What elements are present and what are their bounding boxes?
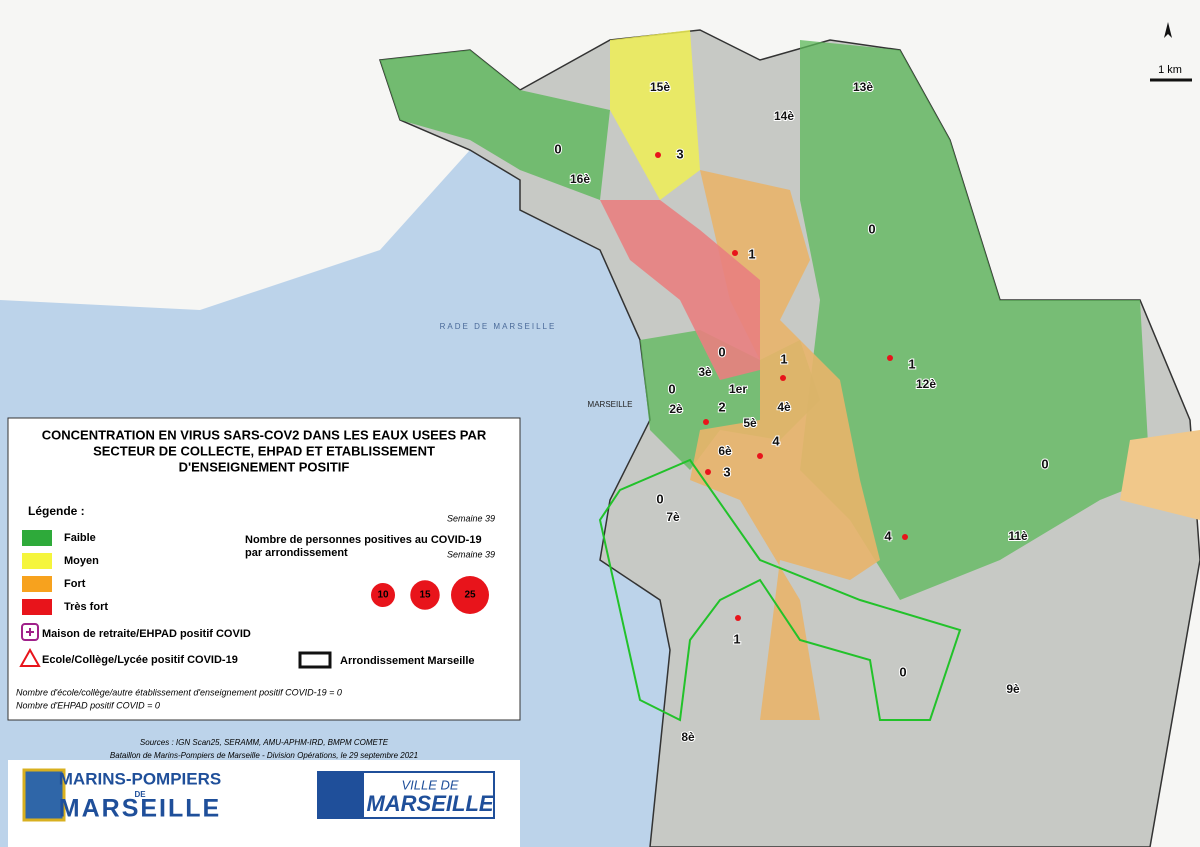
- case-count: 1: [733, 631, 740, 646]
- arrondissement-labels: 15è 14è 13è 16è 3è 2è 1er 4è 5è 6è 7è 12…: [569, 79, 1029, 745]
- case-count: 4: [884, 528, 892, 543]
- week-label: Semaine 39: [447, 513, 495, 523]
- legend-panel: [7, 417, 521, 721]
- case-count: 1: [748, 246, 755, 261]
- case-count: 0: [656, 491, 663, 506]
- case-count: 0: [668, 381, 675, 396]
- case-dot: [703, 419, 709, 425]
- case-count: 0: [899, 664, 906, 679]
- size-label: 15: [419, 590, 431, 601]
- ehpad-icon: [26, 628, 34, 636]
- case-count: 3: [723, 464, 730, 479]
- arr-label: 5è: [743, 416, 757, 430]
- arr-label: 13è: [853, 80, 873, 94]
- case-dot: [780, 375, 786, 381]
- scale-label: 1 km: [1158, 64, 1182, 76]
- legend-label: Très fort: [64, 601, 108, 613]
- size-label: 10: [377, 590, 389, 601]
- north-arrow: [1164, 22, 1172, 38]
- arr-label: 2è: [669, 402, 683, 416]
- legend-label: Moyen: [64, 555, 99, 567]
- ville-logo-mark: [318, 772, 364, 818]
- legend-levels: Faible Moyen Fort Très fort: [22, 530, 108, 615]
- legend-swatch: [22, 599, 52, 615]
- arr-label: 8è: [681, 730, 695, 744]
- legend-swatch: [22, 553, 52, 569]
- logo-text: MARSEILLE: [366, 791, 494, 816]
- logo-text: VILLE DE: [401, 777, 458, 792]
- legend-item: Maison de retraite/EHPAD positif COVID: [42, 628, 251, 640]
- pompiers-crest: [22, 768, 66, 822]
- legend-swatch: [22, 576, 52, 592]
- legend-swatch: [22, 530, 52, 546]
- arr-label: 4è: [777, 400, 791, 414]
- arr-label: 12è: [916, 377, 936, 391]
- case-dot: [902, 534, 908, 540]
- size-bubble: [451, 576, 489, 614]
- case-dot: [732, 250, 738, 256]
- zone-tres-fort: [600, 200, 760, 380]
- arr-label: 6è: [718, 444, 732, 458]
- title: CONCENTRATION EN VIRUS SARS-COV2 DANS LE…: [42, 427, 487, 474]
- case-dot: [705, 469, 711, 475]
- cases-title: par arrondissement: [245, 547, 348, 559]
- case-count: 0: [868, 221, 875, 236]
- size-bubble: [410, 580, 440, 610]
- case-counts: 3 0 1 0 0 1 1 0 2 4 3 0 0 4 1 0: [553, 140, 1049, 680]
- source: Bataillon de Marins-Pompiers de Marseill…: [110, 751, 418, 760]
- cases-title: Nombre de personnes positives au COVID-1…: [245, 534, 482, 546]
- zone-faible: [380, 50, 610, 200]
- arr-label: 14è: [774, 109, 794, 123]
- legend-item: Ecole/Collège/Lycée positif COVID-19: [42, 654, 238, 666]
- arr-label: 11è: [1008, 529, 1028, 543]
- legend-label: Fort: [64, 578, 86, 590]
- boundary-icon: [298, 651, 332, 669]
- legend-label: Faible: [64, 532, 96, 544]
- arr-label: 15è: [650, 80, 670, 94]
- case-count: 1: [908, 356, 915, 371]
- case-count: 1: [780, 351, 787, 366]
- legend-heading: Légende :: [28, 504, 85, 518]
- case-dots: [655, 152, 908, 621]
- zone-faible: [800, 40, 1150, 600]
- title-line: CONCENTRATION EN VIRUS SARS-COV2 DANS LE…: [42, 427, 487, 442]
- title-line: SECTEUR DE COLLECTE, EHPAD ET ETABLISSEM…: [93, 443, 435, 458]
- arr-label: 16è: [570, 172, 590, 186]
- title-line: D'ENSEIGNEMENT POSITIF: [179, 459, 350, 474]
- case-dot: [757, 453, 763, 459]
- school-icon: [19, 647, 41, 667]
- case-count: 0: [554, 141, 561, 156]
- legend-item: Arrondissement Marseille: [340, 655, 475, 667]
- zone-moyen: [610, 30, 700, 200]
- logo-text: MARINS-POMPIERS: [59, 769, 221, 788]
- logo-text: MARSEILLE: [59, 795, 221, 823]
- place-label: MARSEILLE: [588, 400, 633, 409]
- arr-label: 3è: [698, 365, 712, 379]
- case-count: 3: [676, 146, 683, 161]
- case-dot: [655, 152, 661, 158]
- case-count: 2: [718, 399, 725, 414]
- source: Sources : IGN Scan25, SERAMM, AMU-APHM-I…: [140, 738, 389, 747]
- zone-fort: [1120, 430, 1200, 520]
- case-count: 4: [772, 433, 780, 448]
- note: Nombre d'EHPAD positif COVID = 0: [16, 700, 160, 710]
- case-dot: [887, 355, 893, 361]
- case-dot: [735, 615, 741, 621]
- case-count: 0: [1041, 456, 1048, 471]
- week-label: Semaine 39: [447, 549, 495, 559]
- size-bubble: [370, 582, 396, 608]
- size-legend: 10 15 25: [370, 576, 489, 614]
- arr-label: 9è: [1006, 682, 1020, 696]
- sector-boundary: [598, 458, 962, 722]
- note: Nombre d'école/collège/autre établisseme…: [16, 687, 342, 697]
- logo-text: DE: [134, 790, 146, 799]
- arr-label: 1er: [729, 382, 747, 396]
- arr-label: 7è: [666, 510, 680, 524]
- case-count: 0: [718, 344, 725, 359]
- size-label: 25: [464, 590, 476, 601]
- place-label: RADE DE MARSEILLE: [440, 322, 557, 331]
